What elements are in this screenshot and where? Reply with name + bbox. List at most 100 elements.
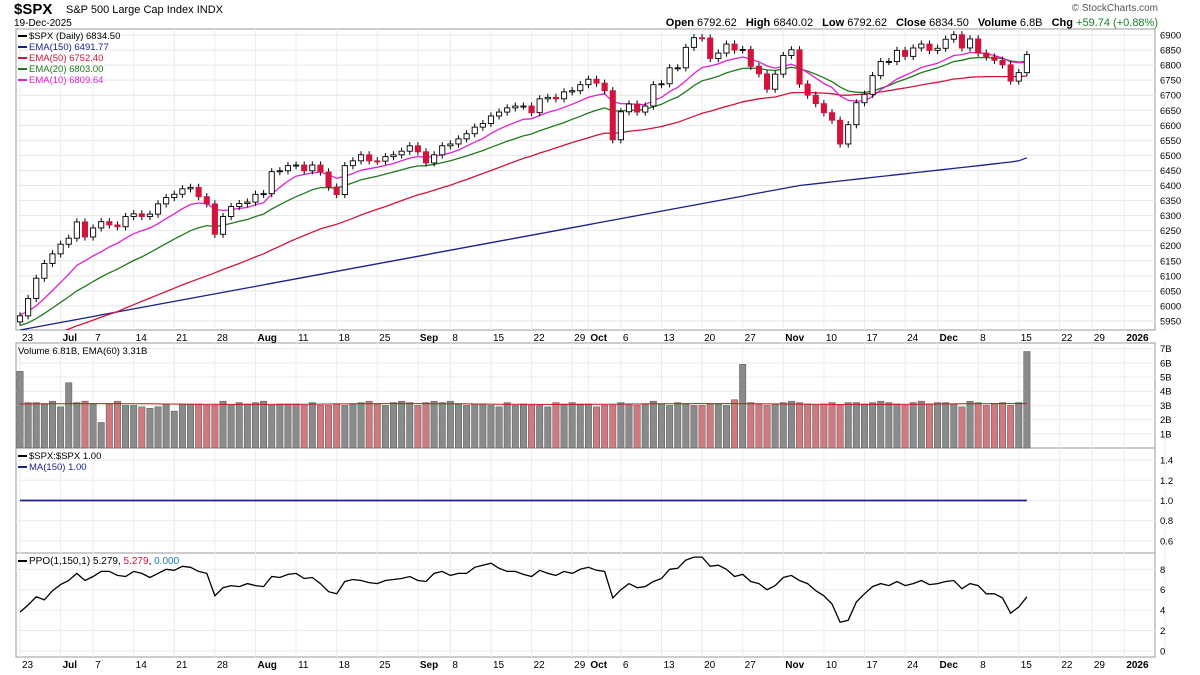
volume-bar: [49, 400, 56, 449]
volume-bar: [414, 405, 422, 449]
candle-body: [999, 59, 1006, 66]
volume-bar: [706, 403, 714, 449]
candle-body: [609, 90, 616, 141]
x-tick-label: Oct: [590, 660, 607, 671]
candle-body: [910, 47, 917, 57]
volume-bar: [763, 405, 771, 449]
candle-body: [301, 164, 308, 172]
volume-bar: [65, 382, 73, 449]
price-tick-label: 6100: [1160, 271, 1181, 282]
candle-body: [755, 65, 762, 75]
volume-bar: [568, 402, 576, 449]
high-value: 6840.02: [773, 17, 814, 29]
candle-body: [642, 105, 649, 113]
volume-bar: [674, 402, 682, 449]
volume-bar: [227, 405, 235, 449]
ppo-tick-label: 6: [1160, 585, 1165, 596]
volume-bar: [966, 400, 974, 449]
volume-bar: [885, 402, 893, 449]
candle-body: [715, 52, 722, 59]
candle-body: [812, 94, 819, 105]
x-tick-label: 24: [907, 333, 919, 344]
candle-body: [163, 197, 170, 205]
x-tick-label: 10: [826, 333, 838, 344]
volume-bar: [243, 403, 251, 449]
ppo-panel: [15, 552, 1156, 658]
candle-body: [577, 84, 584, 92]
candle-body: [41, 263, 48, 279]
volume-bar: [869, 402, 877, 449]
exchange-label: INDX: [196, 4, 223, 16]
x-tick-label: 10: [826, 660, 838, 671]
x-tick-label: Dec: [940, 333, 959, 344]
volume-bar: [130, 405, 138, 449]
x-tick-label: 15: [1021, 660, 1033, 671]
candle-body: [560, 91, 568, 100]
candle-body: [1015, 72, 1022, 82]
volume-bar: [235, 402, 243, 449]
candle-body: [268, 171, 275, 195]
price-tick-label: 6350: [1160, 196, 1181, 207]
candle-body: [455, 138, 462, 145]
candle-body: [893, 49, 901, 62]
volume-bar: [32, 402, 40, 449]
ohlc-readout: Open 6792.62 High 6840.02 Low 6792.62 Cl…: [666, 17, 1158, 29]
volume-bar: [325, 405, 333, 449]
volume-bar: [593, 406, 600, 449]
candle-body: [674, 67, 681, 70]
price-tick-label: 6400: [1160, 181, 1181, 192]
volume-tick-label: 2B: [1160, 415, 1172, 426]
volume-bar: [536, 405, 544, 449]
index-name: S&P 500 Large Cap Index: [66, 4, 194, 16]
candle-body: [861, 93, 868, 104]
x-tick-label: 8: [980, 660, 986, 671]
volume-bar: [438, 402, 446, 449]
volume-bar: [178, 403, 186, 449]
ratio-legend: $SPX:$SPX 1.00 MA(150) 1.00: [18, 451, 101, 473]
price-panel: [15, 28, 1156, 331]
candle-body: [544, 96, 551, 100]
x-tick-label: 23: [22, 660, 34, 671]
x-tick-label: 28: [217, 333, 229, 344]
candle-body: [536, 98, 543, 114]
candle-body: [171, 193, 178, 199]
volume-bar: [844, 402, 852, 449]
x-tick-label: 17: [866, 660, 878, 671]
volume-bar: [617, 402, 625, 449]
x-tick-label: 29: [1094, 333, 1106, 344]
x-tick-label: 29: [574, 660, 586, 671]
volume-bar: [779, 402, 787, 449]
chart-symbol: $SPX: [14, 1, 53, 18]
candle-body: [398, 150, 405, 156]
ema50-line: [63, 75, 1027, 330]
candle-body: [950, 34, 957, 40]
candle-body: [975, 38, 982, 54]
x-tick-label: 18: [339, 333, 351, 344]
volume-bar: [909, 402, 917, 449]
candle-body: [902, 49, 909, 57]
price-tick-label: 6300: [1160, 211, 1181, 222]
volume-bar: [747, 402, 755, 449]
volume-ema-line: [19, 403, 1027, 405]
volume-bar: [373, 403, 381, 449]
candle-body: [788, 49, 795, 56]
candle-body: [739, 49, 746, 51]
high-label: High: [745, 17, 771, 29]
x-tick-label: 7: [95, 660, 101, 671]
price-tick-label: 6250: [1160, 226, 1181, 237]
price-tick-label: 6850: [1160, 46, 1181, 57]
close-label: Close: [896, 17, 927, 29]
volume-bar: [284, 403, 292, 449]
ratio-tick-label: 0.6: [1160, 536, 1173, 547]
candle-body: [617, 111, 624, 141]
volume-bar: [771, 403, 779, 449]
volume-bar: [333, 403, 341, 449]
volume-bar: [836, 405, 844, 449]
candle-body: [244, 201, 251, 205]
brand-label[interactable]: © StockCharts.com: [1071, 3, 1158, 14]
candle-body: [366, 154, 373, 162]
legend-price: $SPX (Daily) 6834.50: [18, 31, 120, 42]
volume-bar: [690, 405, 698, 449]
volume-bar: [16, 371, 24, 449]
volume-bar: [893, 403, 901, 449]
